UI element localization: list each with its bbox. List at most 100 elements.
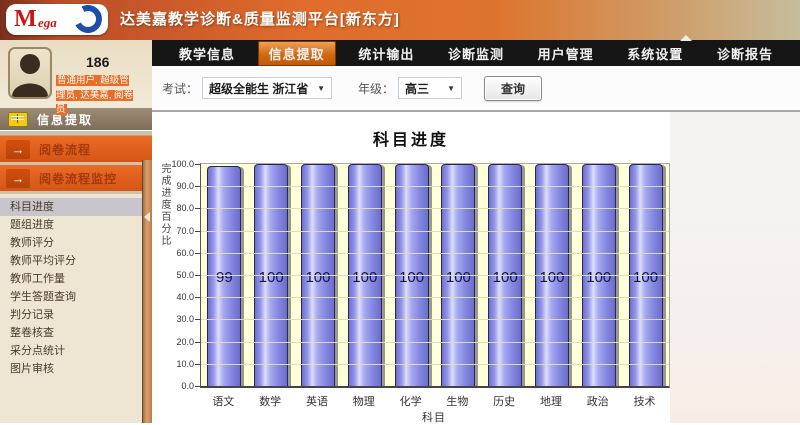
bar-value-label: 100	[352, 269, 378, 286]
chart-panel: 科目进度 完成进度百分比 99 100 100 100 100 100 100 100 100 1…	[152, 112, 800, 424]
y-tick-mark	[195, 275, 200, 276]
sidebar-menu-item-8[interactable]: 采分点统计	[10, 345, 65, 357]
nav-caret-icon	[680, 35, 692, 41]
gridline	[201, 341, 669, 343]
user-panel: 186 普通用户, 超级管理员, 达美嘉, 阅卷员	[0, 40, 152, 116]
chart-title: 科目进度	[372, 132, 449, 149]
x-tick-label-5: 生物	[446, 396, 469, 408]
logo-d-swoosh	[70, 1, 106, 37]
bar-value-label: 100	[539, 269, 565, 286]
quick-link-label: 阅卷流程监控	[39, 171, 118, 186]
y-tick-label: 80.0	[176, 203, 194, 214]
gridline	[201, 363, 669, 365]
y-tick-label: 0.0	[181, 381, 194, 391]
exam-dropdown[interactable]: 超级全能生 浙江省 ▼	[202, 77, 333, 99]
y-axis-title: 完成进度百分比	[159, 163, 170, 247]
bar-value-label: 100	[492, 269, 518, 286]
main-area: 教学信息 信息提取 统计输出 诊断监测 用户管理 系统设置 诊断报告 考试： 超级全能生 浙…	[152, 35, 800, 424]
y-tick-label: 10.0	[176, 358, 194, 369]
user-roles: 普通用户, 超级管理员, 达美嘉, 阅卷员	[56, 75, 134, 116]
grade-dropdown-value: 高三	[405, 81, 430, 96]
grade-label: 年级：	[358, 81, 395, 96]
sidebar-menu-item-0[interactable]: 科目进度	[0, 198, 152, 216]
bar-value-label: 100	[258, 269, 284, 286]
bar-value-label: 100	[305, 269, 331, 286]
sidebar-menu-item-5[interactable]: 学生答题查询	[10, 291, 76, 303]
arrow-right-icon: →	[6, 139, 30, 159]
gridline	[201, 230, 669, 232]
sidebar-quick-link-0[interactable]: → 阅卷流程	[0, 136, 152, 165]
quick-link-label: 阅卷流程	[39, 142, 92, 157]
y-tick-mark	[195, 363, 200, 365]
grade-dropdown[interactable]: 高三 ▼	[398, 77, 463, 99]
sidebar: 186 普通用户, 超级管理员, 达美嘉, 阅卷员 信息提取 → 阅卷流程 → 阅卷流…	[0, 40, 152, 423]
x-tick-label-3: 物理	[352, 396, 375, 408]
gridline	[201, 208, 669, 210]
x-tick-label-4: 化学	[399, 396, 422, 408]
y-tick-label: 70.0	[176, 225, 194, 236]
y-tick-mark	[195, 164, 200, 165]
y-tick-label: 40.0	[176, 292, 194, 303]
logo-letters-ega: ega	[38, 15, 57, 30]
query-button[interactable]: 查询	[484, 75, 543, 101]
mega-logo: M ega	[6, 1, 108, 37]
exam-label: 考试：	[162, 81, 199, 96]
person-silhouette-icon	[12, 54, 48, 97]
x-tick-label-6: 历史	[493, 396, 516, 408]
x-tick-label-9: 技术	[633, 396, 656, 408]
x-tick-label-2: 英语	[305, 396, 328, 408]
bar-value-label: 100	[445, 269, 471, 286]
bar-value-label: 100	[399, 269, 425, 286]
y-tick-mark	[195, 297, 200, 299]
nav-tab-3[interactable]: 诊断监测	[447, 46, 504, 62]
sidebar-quick-links: → 阅卷流程 → 阅卷流程监控	[0, 136, 152, 194]
nav-tab-0[interactable]: 教学信息	[179, 46, 236, 62]
sidebar-menu-item-7[interactable]: 整卷核查	[10, 327, 54, 339]
user-id: 186	[86, 54, 110, 70]
y-tick-mark	[195, 230, 200, 232]
sidebar-menu-item-9[interactable]: 图片审核	[10, 363, 54, 375]
sidebar-divider	[0, 130, 152, 136]
sidebar-menu-item-2[interactable]: 教师评分	[10, 237, 54, 249]
sidebar-menu-item-6[interactable]: 判分记录	[10, 309, 54, 321]
nav-tab-1[interactable]: 信息提取	[257, 40, 336, 66]
x-tick-label-1: 数学	[259, 396, 282, 408]
sidebar-menu-item-3[interactable]: 教师平均评分	[10, 255, 76, 267]
bar-slot-0: 99	[201, 164, 248, 386]
book-icon	[8, 111, 28, 127]
arrow-right-icon: →	[6, 168, 30, 188]
logo-letter-m: M	[14, 6, 37, 32]
collapse-arrow-icon[interactable]	[144, 212, 150, 222]
sidebar-quick-link-1[interactable]: → 阅卷流程监控	[0, 165, 152, 194]
sidebar-menu-item-4[interactable]: 教师工作量	[10, 273, 65, 285]
gridline	[201, 252, 669, 254]
sidebar-menu-item-1[interactable]: 题组进度	[10, 219, 54, 231]
y-tick-mark	[195, 341, 200, 343]
sidebar-section-header: 信息提取	[0, 108, 152, 130]
app-header: M ega 达美嘉教学诊断&质量监测平台[新东方]	[0, 0, 800, 40]
nav-tab-6[interactable]: 诊断报告	[716, 46, 773, 62]
nav-tab-4[interactable]: 用户管理	[537, 46, 594, 62]
y-tick-label: 30.0	[176, 314, 194, 325]
top-nav: 教学信息 信息提取 统计输出 诊断监测 用户管理 系统设置 诊断报告	[152, 35, 800, 66]
y-tick-label: 90.0	[176, 181, 194, 192]
chevron-down-icon: ▼	[447, 83, 456, 93]
gridline	[201, 275, 669, 276]
y-tick-mark	[195, 386, 200, 387]
nav-tab-2[interactable]: 统计输出	[358, 46, 415, 62]
y-tick-label: 100.0	[171, 159, 194, 169]
filter-bar: 考试： 超级全能生 浙江省 ▼ 年级： 高三 ▼ 查询	[152, 66, 800, 112]
y-tick-label: 50.0	[176, 270, 194, 280]
right-background-panel	[670, 112, 800, 423]
nav-tab-5[interactable]: 系统设置	[627, 46, 684, 62]
x-axis-title: 科目	[422, 412, 446, 424]
app-title: 达美嘉教学诊断&质量监测平台[新东方]	[120, 11, 400, 28]
sidebar-collapse-strip[interactable]	[142, 160, 152, 423]
gridline	[201, 297, 669, 299]
gridline	[201, 319, 669, 321]
bar-value-label: 99	[216, 269, 233, 286]
y-tick-mark	[195, 186, 200, 188]
x-tick-label-8: 政治	[586, 396, 609, 408]
y-tick-label: 60.0	[176, 247, 194, 258]
sidebar-section-title: 信息提取	[37, 112, 94, 127]
